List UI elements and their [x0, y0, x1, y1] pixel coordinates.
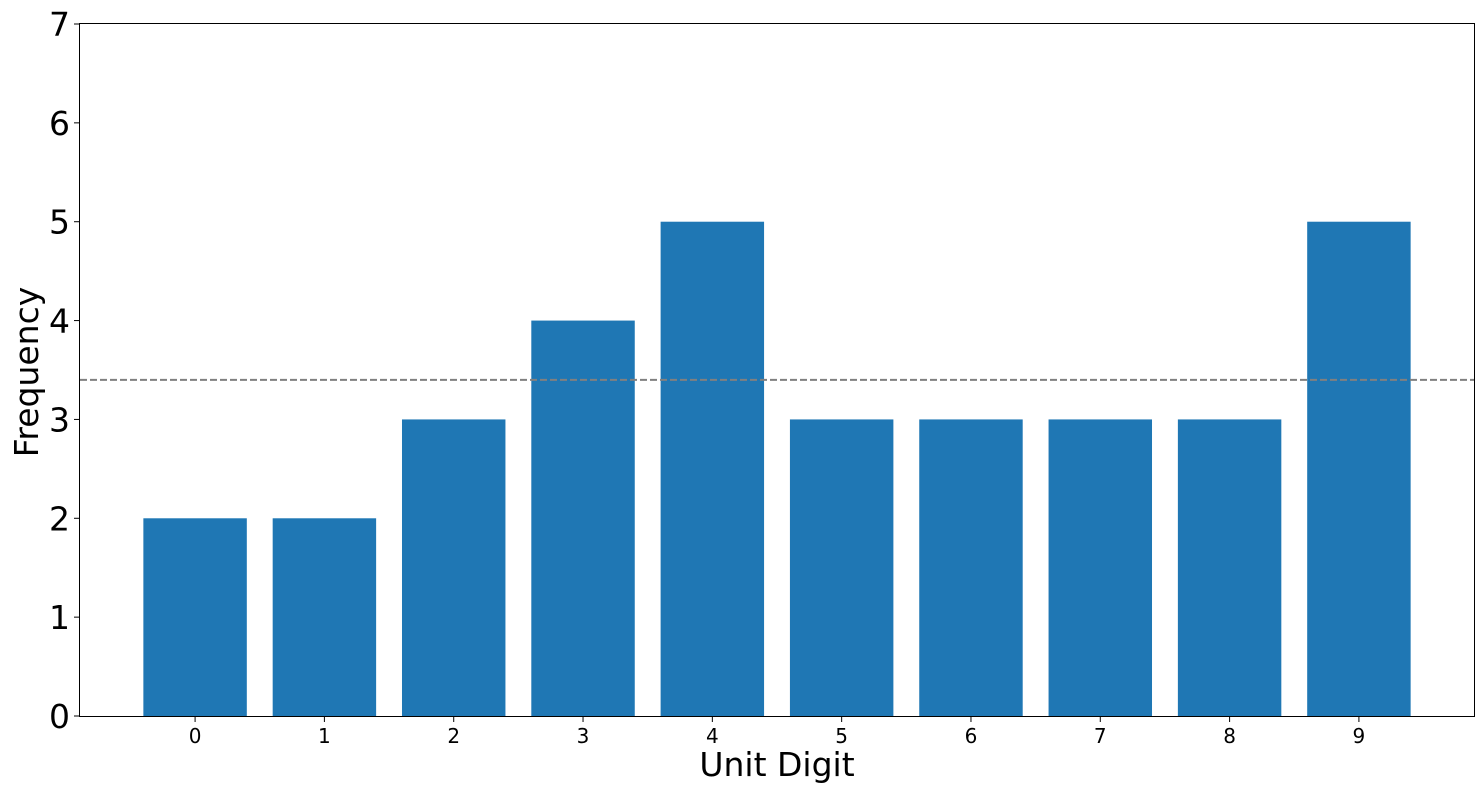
x-tick-label-7: 7: [1094, 724, 1107, 748]
y-axis: 0 1 2 3 4 5 6 7: [49, 5, 80, 736]
bar-digit-4: [660, 221, 765, 716]
y-tick-label-4: 4: [49, 302, 70, 341]
x-axis-label: Unit Digit: [699, 745, 854, 784]
y-tick-label-6: 6: [49, 104, 70, 143]
plot-frame: [79, 23, 1475, 717]
bar-digit-1: [272, 518, 377, 716]
y-tick-label-2: 2: [49, 499, 70, 538]
y-tick-label-3: 3: [49, 400, 70, 439]
bar-digit-3: [531, 320, 635, 716]
x-tick-label-9: 9: [1353, 724, 1366, 748]
bars-layer: [143, 221, 1411, 716]
bar-digit-0: [143, 518, 247, 716]
bar-digit-7: [1048, 419, 1153, 716]
y-axis-label: Frequency: [7, 287, 46, 457]
x-tick-label-5: 5: [835, 724, 848, 748]
bar-digit-8: [1177, 419, 1282, 716]
x-axis: 0 1 2 3 4 5 6 7 8 9: [189, 716, 1366, 748]
bar-digit-9: [1307, 221, 1411, 716]
x-tick-label-8: 8: [1223, 724, 1236, 748]
bar-digit-2: [401, 419, 506, 716]
y-tick-label-1: 1: [49, 598, 70, 637]
bar-digit-5: [789, 419, 894, 716]
y-tick-label-0: 0: [49, 697, 70, 736]
x-tick-label-4: 4: [706, 724, 719, 748]
x-tick-label-1: 1: [318, 724, 331, 748]
x-tick-label-2: 2: [447, 724, 460, 748]
y-tick-label-7: 7: [49, 5, 70, 44]
x-tick-label-0: 0: [189, 724, 202, 748]
x-tick-label-6: 6: [965, 724, 978, 748]
y-tick-label-5: 5: [49, 203, 70, 242]
bar-digit-6: [919, 419, 1023, 716]
x-tick-label-3: 3: [577, 724, 590, 748]
